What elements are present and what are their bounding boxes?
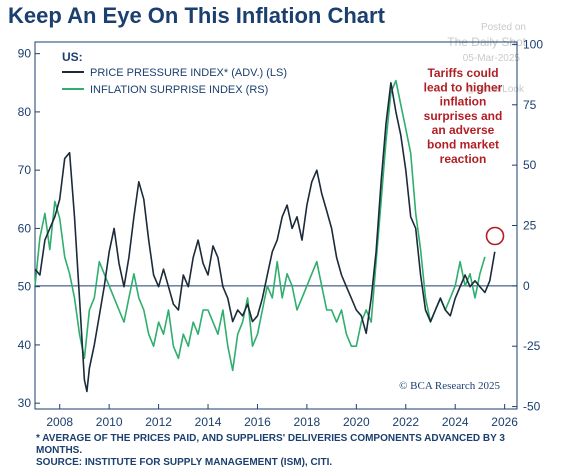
watermark-handle: @SoberLook bbox=[465, 84, 524, 95]
y-left-tick-label: 80 bbox=[18, 105, 32, 119]
series-line-inflation-surprise bbox=[34, 79, 486, 372]
footnote-line-1: * AVERAGE OF THE PRICES PAID, AND SUPPLI… bbox=[36, 433, 505, 456]
annotation-text: Tariffs could lead to higher inflation surp… bbox=[424, 66, 503, 166]
y-right-tick-label: -50 bbox=[523, 400, 541, 414]
x-tick-label: 2026 bbox=[491, 415, 518, 429]
x-tick-label: 2010 bbox=[96, 415, 123, 429]
source-badge: © BCA Research 2025 bbox=[399, 380, 500, 392]
annotation-line: inflation bbox=[440, 95, 487, 109]
y-left-tick-label: 60 bbox=[18, 221, 32, 235]
y-right-tick-label: 75 bbox=[523, 98, 537, 112]
series-layer bbox=[34, 79, 496, 393]
x-tick-label: 2014 bbox=[195, 415, 222, 429]
y-right-tick-label: 0 bbox=[523, 279, 530, 293]
axes: 2008 2010 2012 2014 2016 2018 2020 2022 2024 2026… bbox=[18, 37, 544, 429]
annotation-line: lead to higher bbox=[424, 80, 503, 94]
footnote-line-2: SOURCE: INSTITUTE FOR SUPPLY MANAGEMENT … bbox=[36, 457, 333, 468]
y-right-tick-label: -25 bbox=[523, 339, 541, 353]
annotation-line: an adverse bbox=[432, 123, 495, 137]
x-tick-label: 2024 bbox=[442, 415, 469, 429]
x-tick-label: 2020 bbox=[343, 415, 370, 429]
y-left-tick-label: 70 bbox=[18, 163, 32, 177]
page-title: Keep An Eye On This Inflation Chart bbox=[8, 3, 385, 28]
legend-label-surprise: INFLATION SURPRISE INDEX (RS) bbox=[90, 84, 268, 96]
y-left-tick-label: 30 bbox=[18, 396, 32, 410]
footnote: * AVERAGE OF THE PRICES PAID, AND SUPPLI… bbox=[36, 433, 526, 469]
y-left-tick-label: 40 bbox=[18, 338, 32, 352]
legend: US: PRICE PRESSURE INDEX* (ADV.) (LS) IN… bbox=[62, 50, 287, 96]
x-tick-label: 2018 bbox=[294, 415, 321, 429]
x-tick-label: 2008 bbox=[46, 415, 73, 429]
legend-heading: US: bbox=[62, 50, 83, 64]
y-right-tick-label: 50 bbox=[523, 158, 537, 172]
annotation-line: surprises and bbox=[424, 109, 503, 123]
watermark-posted: Posted on bbox=[480, 22, 526, 33]
y-left-tick-label: 50 bbox=[18, 280, 32, 294]
watermark-date: 05-Mar-2025 bbox=[462, 53, 520, 64]
annotation-line: Tariffs could bbox=[427, 66, 498, 80]
series-line-price-pressure bbox=[34, 82, 496, 393]
x-tick-label: 2012 bbox=[145, 415, 172, 429]
x-tick-label: 2022 bbox=[392, 415, 419, 429]
y-right-tick-label: 25 bbox=[523, 219, 537, 233]
annotation: Tariffs could lead to higher inflation surp… bbox=[424, 66, 505, 246]
x-tick-label: 2016 bbox=[244, 415, 271, 429]
annotation-line: bond market bbox=[427, 138, 499, 152]
annotation-circle bbox=[485, 226, 505, 246]
y-right-tick-label: 100 bbox=[523, 37, 543, 51]
annotation-line: reaction bbox=[440, 152, 487, 166]
y-left-tick-label: 90 bbox=[18, 47, 32, 61]
legend-label-price: PRICE PRESSURE INDEX* (ADV.) (LS) bbox=[90, 67, 287, 79]
